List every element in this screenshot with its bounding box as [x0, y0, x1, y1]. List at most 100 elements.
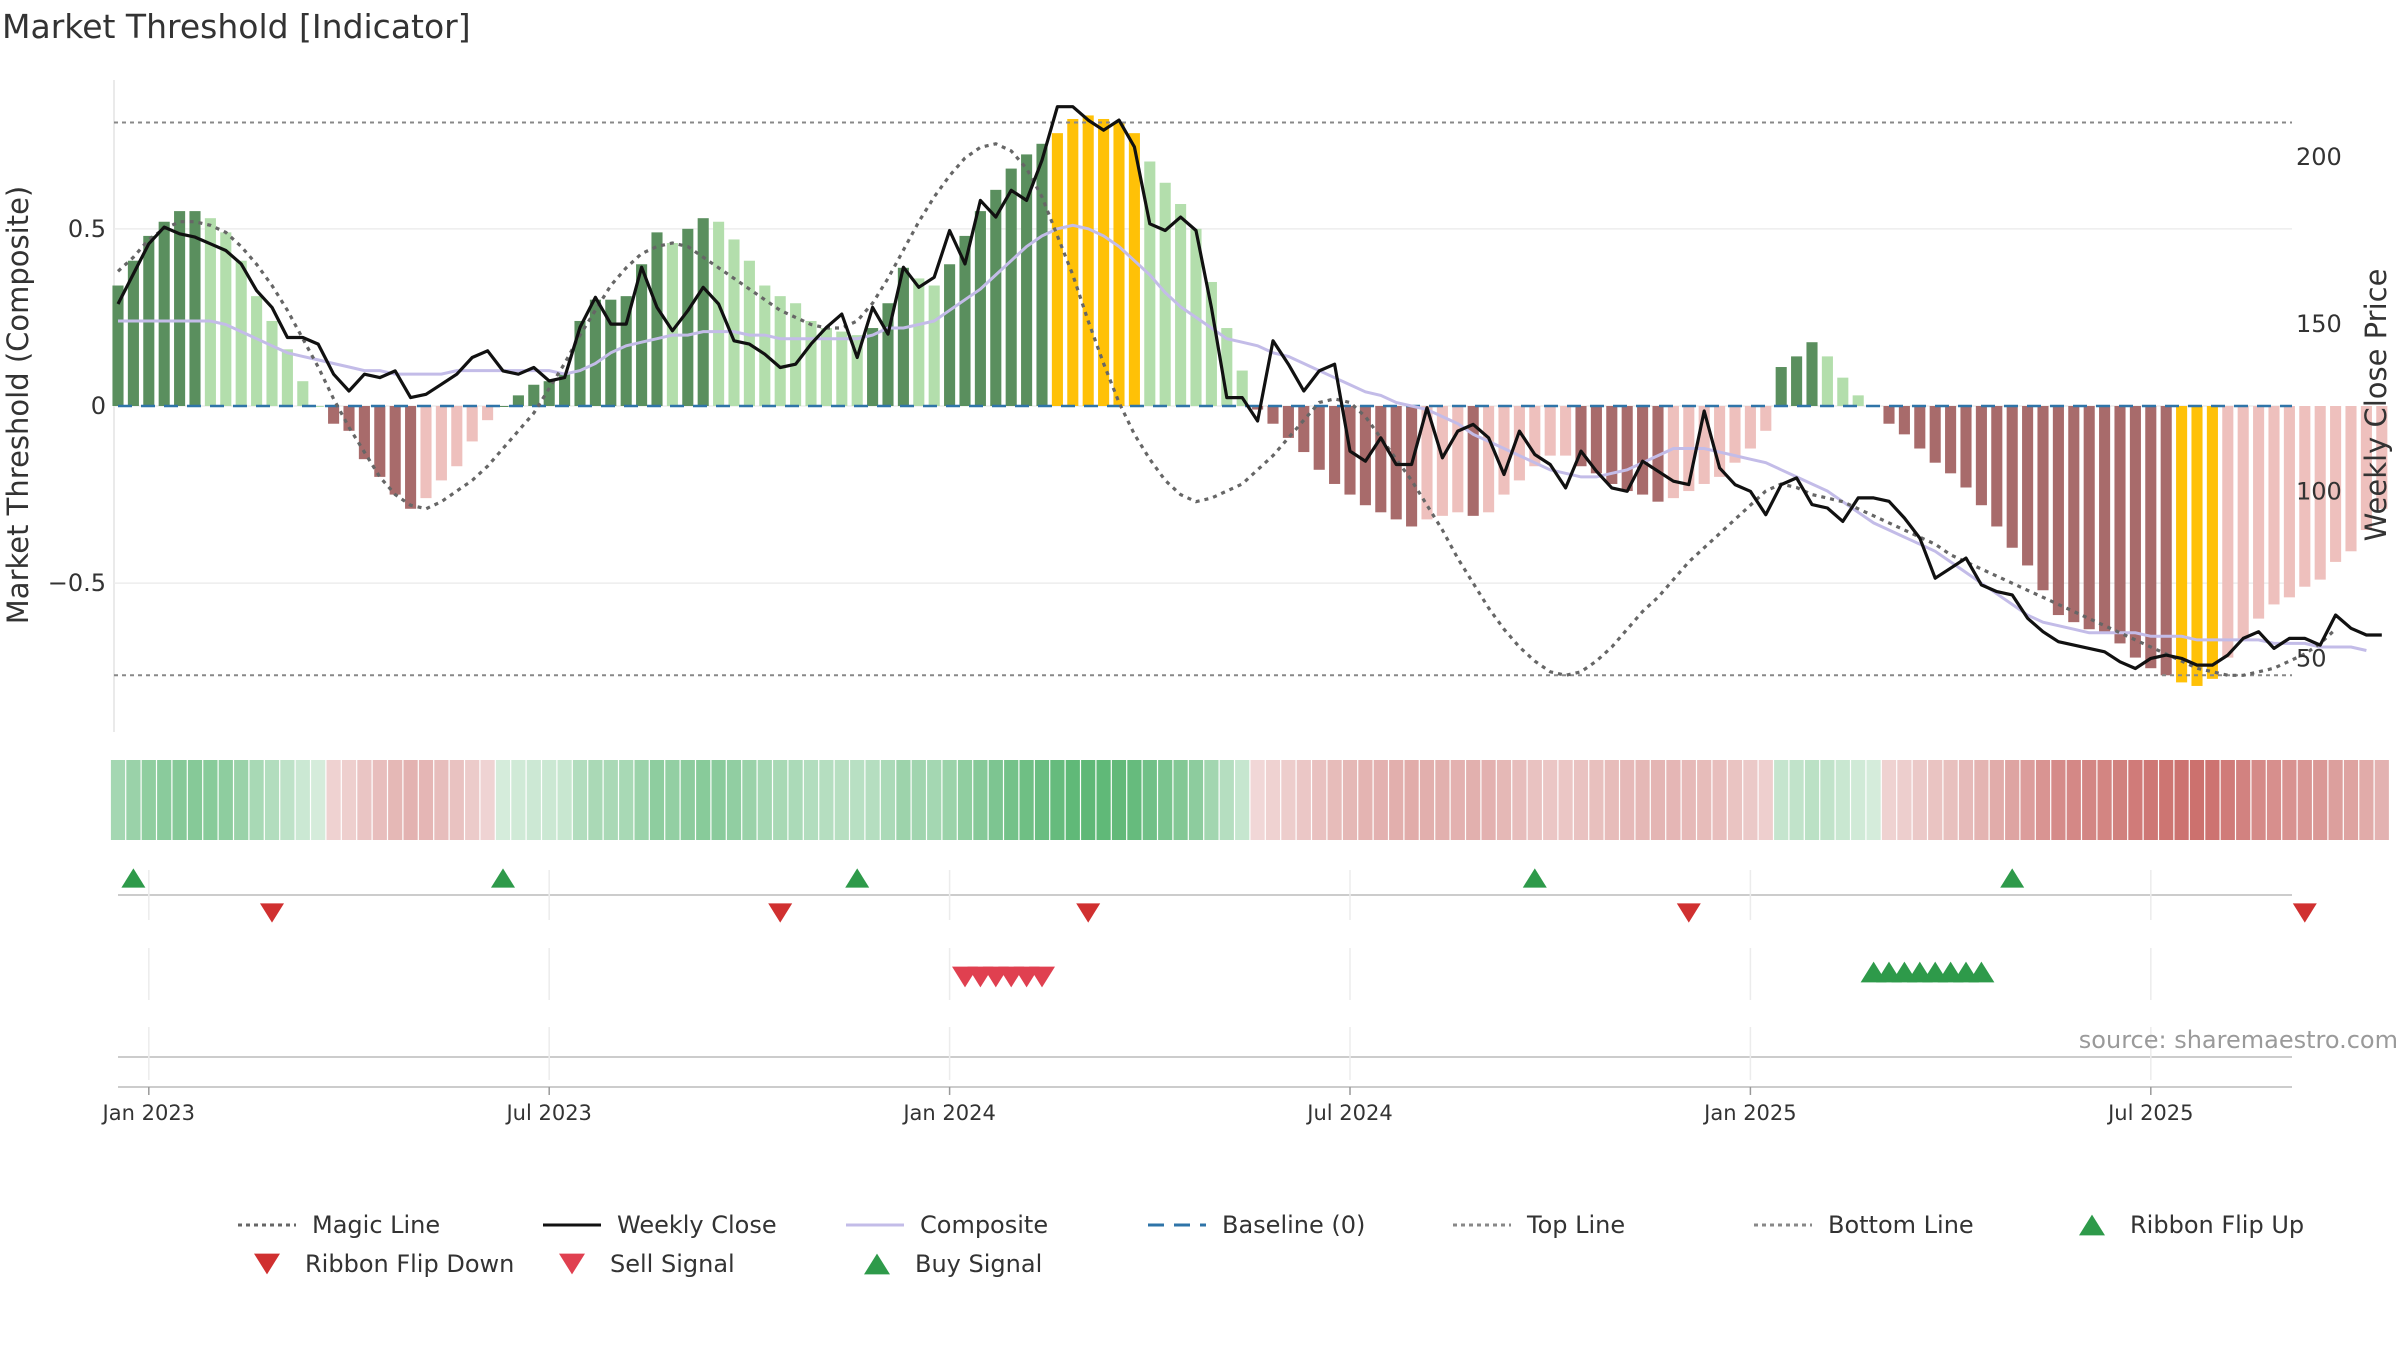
ribbon-cell — [649, 760, 665, 840]
ribbon-cell — [1774, 760, 1789, 840]
ribbon-cell — [187, 760, 203, 840]
composite-bar — [1282, 406, 1294, 438]
ribbon-cell — [2051, 760, 2066, 840]
sell-signal-marker — [1029, 966, 1055, 988]
ribbon-cell — [603, 760, 618, 840]
ribbon-flip-up-marker — [2000, 868, 2025, 888]
composite-bar — [1729, 406, 1741, 463]
composite-bar — [1036, 143, 1048, 407]
composite-bar — [358, 406, 370, 460]
composite-bar — [774, 296, 786, 406]
composite-bar — [713, 221, 725, 406]
legend-label: Top Line — [1526, 1211, 1625, 1239]
composite-bar — [2099, 406, 2111, 633]
ribbon-cell — [773, 760, 788, 840]
composite-bar — [790, 303, 802, 406]
composite-bar — [312, 406, 324, 407]
ribbon-flip-down-marker — [1076, 903, 1101, 923]
ribbon-cell — [495, 760, 511, 840]
ribbon-cell — [2343, 760, 2359, 840]
right-axis-label: Weekly Close Price — [2359, 269, 2393, 542]
ribbon-cell — [1635, 760, 1650, 840]
left-tick-label: 0 — [91, 392, 106, 420]
composite-bar — [2022, 406, 2034, 566]
ribbon-cell — [2174, 760, 2189, 840]
ribbon-cell — [1820, 760, 1835, 840]
ribbon-cell — [1127, 760, 1142, 840]
ribbon-cell — [1312, 760, 1327, 840]
composite-bar — [1082, 115, 1094, 406]
composite-bar — [1544, 406, 1556, 456]
ribbon-flip-down-marker — [2292, 903, 2317, 923]
legend-item: Ribbon Flip Up — [2079, 1211, 2304, 1239]
ribbon-cell — [1743, 760, 1758, 840]
composite-bar — [820, 328, 832, 406]
ribbon-cell — [757, 760, 772, 840]
legend-item: Ribbon Flip Down — [254, 1250, 514, 1278]
ribbon-cell — [1681, 760, 1696, 840]
composite-bar — [497, 406, 509, 407]
left-axis-label: Market Threshold (Composite) — [1, 186, 35, 624]
ribbon-cell — [1897, 760, 1912, 840]
composite-bar — [1267, 406, 1279, 424]
ribbon-cell — [1620, 760, 1635, 840]
composite-bar — [1806, 342, 1818, 406]
composite-bar — [343, 406, 355, 431]
composite-bar — [1821, 356, 1833, 406]
composite-bar — [682, 228, 694, 406]
composite-bar — [913, 278, 925, 406]
ribbon-cell — [1096, 760, 1111, 840]
ribbon-cell — [726, 760, 742, 840]
composite-bar — [1945, 406, 1957, 474]
composite-bar — [451, 406, 463, 467]
triangle-up-icon — [864, 1253, 890, 1275]
ribbon-cell — [110, 760, 126, 840]
composite-bar — [1067, 118, 1079, 406]
ribbon-cell — [1697, 760, 1712, 840]
ribbon-flip-up-marker — [845, 868, 870, 888]
ribbon-cell — [634, 760, 649, 840]
triangle-up-icon — [2079, 1214, 2105, 1236]
ribbon-cell — [1358, 760, 1373, 840]
right-tick-label: 100 — [2296, 477, 2342, 505]
composite-bar — [1975, 406, 1987, 506]
ribbon-cell — [1958, 760, 1974, 840]
ribbon-cell — [2143, 760, 2158, 840]
composite-bar — [420, 406, 432, 499]
ribbon-cell — [572, 760, 588, 840]
composite-bar — [1483, 406, 1495, 513]
composite-bar — [636, 264, 648, 406]
composite-bar — [1021, 154, 1033, 406]
composite-bar — [2345, 406, 2357, 552]
ribbon-cell — [1650, 760, 1666, 840]
ribbon-cell — [1265, 760, 1281, 840]
composite-bar — [1621, 406, 1633, 492]
ribbon-cell — [388, 760, 403, 840]
legend-item: Magic Line — [238, 1211, 440, 1239]
ribbon-cell — [357, 760, 372, 840]
composite-bar — [1883, 406, 1895, 424]
legend-label: Ribbon Flip Down — [305, 1250, 514, 1278]
ribbon-flip-up-marker — [1522, 868, 1547, 888]
ribbon-cell — [2266, 760, 2282, 840]
ribbon-cell — [264, 760, 280, 840]
ribbon-cell — [311, 760, 326, 840]
composite-bar — [1744, 406, 1756, 449]
composite-bar — [1406, 406, 1418, 527]
composite-bar — [1128, 133, 1140, 407]
ribbon-cell — [280, 760, 295, 840]
composite-bar — [851, 335, 863, 406]
vertical-gridlines — [148, 870, 2152, 1080]
composite-bar — [297, 381, 309, 406]
composite-bar — [2253, 406, 2265, 619]
ribbon-cell — [465, 760, 480, 840]
ribbon-cell — [1466, 760, 1481, 840]
ribbon-cell — [141, 760, 156, 840]
composite-bar — [266, 320, 278, 406]
ribbon-cell — [326, 760, 341, 840]
composite-bar — [1590, 406, 1602, 474]
legend-item: Composite — [846, 1211, 1048, 1239]
ribbon-cell — [1235, 760, 1250, 840]
ribbon-cell — [1712, 760, 1727, 840]
composite-bar — [2037, 406, 2049, 591]
